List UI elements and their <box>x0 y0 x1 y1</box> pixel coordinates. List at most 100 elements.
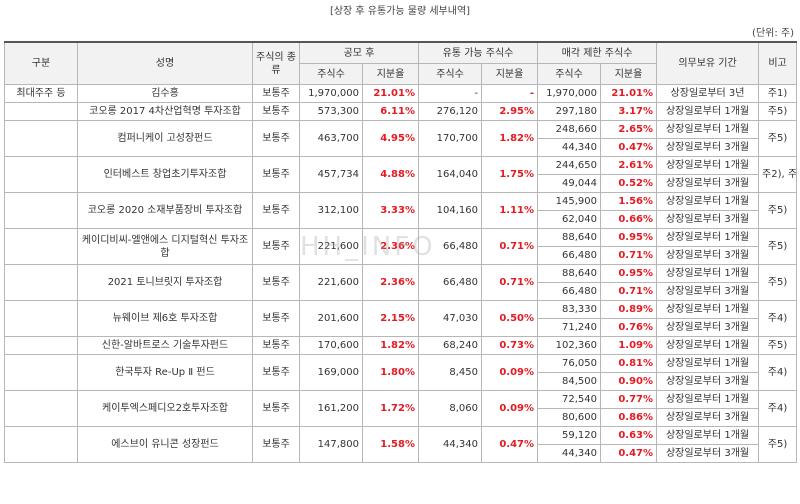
holder-name-cell: 케이투엑스페디오2호투자조합 <box>77 390 253 427</box>
category-cell <box>4 192 78 229</box>
note-cell: 주5) <box>758 120 798 157</box>
table-row: 코오롱 2017 4차산업혁명 투자조합 보통주 573,300 6.11% 276,1… <box>4 102 798 121</box>
restricted-shares-cell: 71,240 <box>537 318 602 337</box>
header-after-ipo: 공모 후 <box>299 41 419 64</box>
restricted-shares-cell: 72,540 <box>537 390 602 409</box>
lockup-period-cell: 상장일로부터 3개월 <box>656 372 760 391</box>
restricted-ratio-cell: 0.95% <box>600 264 658 283</box>
restricted-ratio-cell: 1.09% <box>600 336 658 355</box>
restricted-shares-cell: 49,044 <box>537 174 602 193</box>
category-cell <box>4 336 78 355</box>
restricted-shares-cell: 44,340 <box>537 138 602 157</box>
ipo-ratio-cell: 6.11% <box>362 102 419 121</box>
tradable-ratio-cell: 0.09% <box>480 354 539 391</box>
tradable-shares-cell: 68,240 <box>418 336 482 355</box>
table-row: 케이투엑스페디오2호투자조합 보통주 161,200 1.72% 8,060 0.09% 7… <box>4 390 798 427</box>
ipo-ratio-cell: 4.95% <box>362 120 419 157</box>
restricted-ratio-cell: 2.65% <box>600 120 658 139</box>
header-stock-type: 주식의 종류 <box>252 41 300 85</box>
lockup-period-cell: 상장일로부터 1개월 <box>656 102 760 121</box>
ipo-shares-cell: 457,734 <box>299 156 363 193</box>
lockup-period-cell: 상장일로부터 1개월 <box>656 264 760 283</box>
header-restricted: 매각 제한 주식수 <box>537 41 658 64</box>
tradable-ratio-cell: 0.71% <box>480 264 539 301</box>
lockup-period-cell: 상장일로부터 1개월 <box>656 192 760 211</box>
category-cell <box>4 390 78 427</box>
category-cell <box>4 156 78 193</box>
tradable-ratio-cell: 1.11% <box>480 192 539 229</box>
ipo-ratio-cell: 1.58% <box>362 426 419 463</box>
category-cell <box>4 426 78 463</box>
restricted-ratio-cell: 0.47% <box>600 444 658 463</box>
restricted-ratio-cell: 1.56% <box>600 192 658 211</box>
stock-type-cell: 보통주 <box>252 354 300 391</box>
ipo-ratio-cell: 2.15% <box>362 300 419 337</box>
lockup-period-cell: 상장일로부터 1개월 <box>656 120 760 139</box>
table-row: 에스브이 유니콘 성장펀드 보통주 147,800 1.58% 44,340 0.47% 5… <box>4 426 798 463</box>
table-row: 71,240 0.76% 상장일로부터 3개월 <box>5 318 797 337</box>
tradable-ratio-cell: 1.75% <box>480 156 539 193</box>
tradable-shares-cell: 8,060 <box>418 390 482 427</box>
ipo-shares-cell: 161,200 <box>299 390 363 427</box>
restricted-ratio-cell: 21.01% <box>600 84 658 103</box>
restricted-shares-cell: 62,040 <box>537 210 602 229</box>
table-row: 44,340 0.47% 상장일로부터 3개월 <box>5 138 797 157</box>
restricted-ratio-cell: 0.47% <box>600 138 658 157</box>
holder-name-cell: 한국투자 Re-Up Ⅱ 펀드 <box>77 354 253 391</box>
restricted-ratio-cell: 2.61% <box>600 156 658 175</box>
restricted-ratio-cell: 0.89% <box>600 300 658 319</box>
lockup-period-cell: 상장일로부터 3개월 <box>656 408 760 427</box>
header-restricted-shares: 주식수 <box>537 63 602 85</box>
restricted-shares-cell: 66,480 <box>537 246 602 265</box>
category-cell <box>4 102 78 121</box>
tradable-shares-cell: 66,480 <box>418 228 482 265</box>
tradable-ratio-cell: 0.47% <box>480 426 539 463</box>
table-row: 66,480 0.71% 상장일로부터 3개월 <box>5 246 797 265</box>
lockup-period-cell: 상장일로부터 3개월 <box>656 246 760 265</box>
tradable-shares-cell: 47,030 <box>418 300 482 337</box>
restricted-shares-cell: 88,640 <box>537 264 602 283</box>
note-cell: 주1) <box>758 84 798 103</box>
note-cell: 주5) <box>758 228 798 265</box>
stock-type-cell: 보통주 <box>252 192 300 229</box>
holder-name-cell: 코오롱 2017 4차산업혁명 투자조합 <box>77 102 253 121</box>
lockup-period-cell: 상장일로부터 3개월 <box>656 318 760 337</box>
holder-name-cell: 뉴웨이브 제6호 투자조합 <box>77 300 253 337</box>
category-cell <box>4 228 78 265</box>
lockup-period-cell: 상장일로부터 3개월 <box>656 174 760 193</box>
ipo-ratio-cell: 2.36% <box>362 264 419 301</box>
restricted-ratio-cell: 0.52% <box>600 174 658 193</box>
table-row: 케이디비씨-엘앤에스 디지털혁신 투자조합 보통주 221,600 2.36% 66,4… <box>4 228 798 265</box>
table-row: 인터베스트 창업초기투자조합 보통주 457,734 4.88% 164,040 1.75… <box>4 156 798 193</box>
lockup-period-cell: 상장일로부터 1개월 <box>656 390 760 409</box>
holder-name-cell: 케이디비씨-엘앤에스 디지털혁신 투자조합 <box>77 228 253 265</box>
ipo-shares-cell: 221,600 <box>299 228 363 265</box>
holder-name-cell: 2021 토니브릿지 투자조합 <box>77 264 253 301</box>
ipo-shares-cell: 463,700 <box>299 120 363 157</box>
restricted-shares-cell: 297,180 <box>537 102 602 121</box>
restricted-ratio-cell: 0.95% <box>600 228 658 247</box>
note-cell: 주4) <box>758 354 798 391</box>
restricted-ratio-cell: 0.90% <box>600 372 658 391</box>
note-cell: 주4) <box>758 300 798 337</box>
table-row: 신한-알바트로스 기술투자펀드 보통주 170,600 1.82% 68,240 0.73… <box>4 336 798 355</box>
note-cell: 주5) <box>758 426 798 463</box>
restricted-shares-cell: 244,650 <box>537 156 602 175</box>
lockup-period-cell: 상장일로부터 1개월 <box>656 426 760 445</box>
ipo-shares-cell: 169,000 <box>299 354 363 391</box>
restricted-shares-cell: 1,970,000 <box>537 84 602 103</box>
restricted-shares-cell: 84,500 <box>537 372 602 391</box>
restricted-shares-cell: 80,600 <box>537 408 602 427</box>
category-cell <box>4 120 78 157</box>
table-body: 최대주주 등 김수홍 보통주 1,970,000 21.01% - -1,970,000 21… <box>4 84 798 463</box>
lockup-period-cell: 상장일로부터 3개월 <box>656 138 760 157</box>
holder-name-cell: 코오롱 2020 소재부품장비 투자조합 <box>77 192 253 229</box>
stock-type-cell: 보통주 <box>252 300 300 337</box>
category-cell <box>4 264 78 301</box>
holder-name-cell: 인터베스트 창업초기투자조합 <box>77 156 253 193</box>
table-header: 구분 성명 주식의 종류 공모 후 유통 가능 주식수 매각 제한 주식수 의무… <box>4 41 798 85</box>
lockup-period-cell: 상장일로부터 1개월 <box>656 336 760 355</box>
ipo-ratio-cell: 1.82% <box>362 336 419 355</box>
tradable-shares-cell: 44,340 <box>418 426 482 463</box>
tradable-shares-cell: 104,160 <box>418 192 482 229</box>
